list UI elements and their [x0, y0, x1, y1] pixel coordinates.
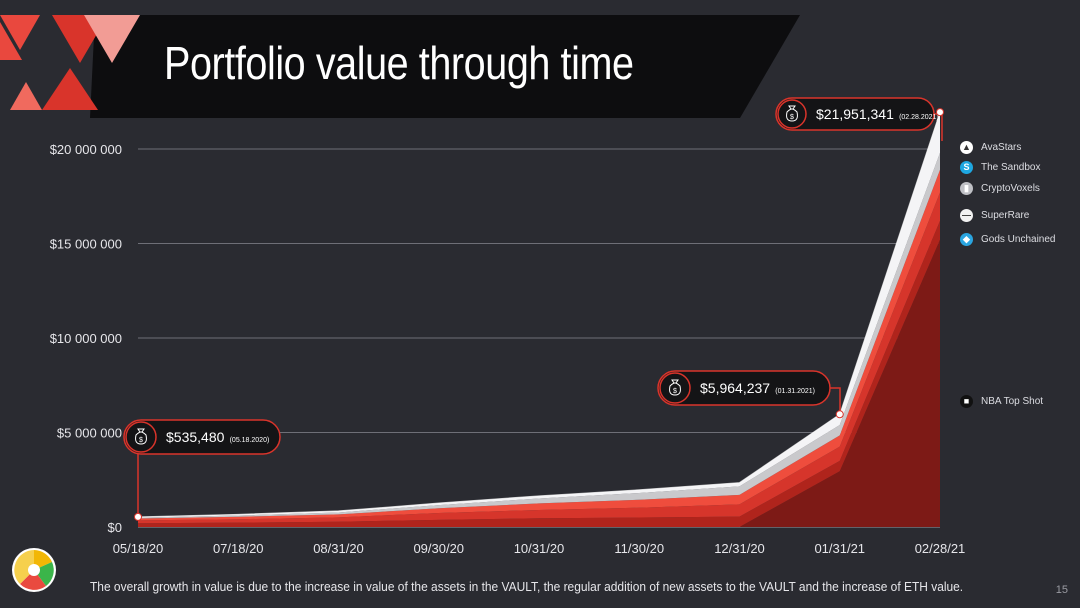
callout-box: [657, 370, 831, 406]
value-callout: $ $535,480 (05.18.2020): [123, 419, 281, 521]
money-bag-icon: $: [786, 105, 798, 122]
value-callout: $ $21,951,341 (02.28.2021): [775, 97, 944, 141]
callout-value: $5,964,237: [700, 380, 770, 396]
banner-background: [90, 15, 800, 118]
svg-text:$: $: [139, 437, 143, 444]
legend-label: NBA Top Shot: [981, 395, 1044, 407]
x-tick-label: 12/31/20: [714, 541, 765, 556]
callout-date: (02.28.2021): [899, 114, 939, 121]
x-tick-label: 01/31/21: [814, 541, 865, 556]
x-tick-label: 07/18/20: [213, 541, 264, 556]
footer-note: The overall growth in value is due to th…: [90, 579, 964, 594]
svg-text:$: $: [790, 114, 794, 121]
callout-marker: [936, 108, 944, 117]
page-title: Portfolio value through time: [164, 37, 634, 89]
x-tick-label: 08/31/20: [313, 541, 364, 556]
nba-top-shot-icon: ■: [960, 394, 973, 408]
x-tick-label: 10/31/20: [514, 541, 565, 556]
callout-icon-ring: [777, 99, 807, 129]
callout-icon-ring: [659, 372, 691, 404]
callout-value: $21,951,341: [816, 106, 894, 122]
legend-item-avastars: ▲ AvaStars: [960, 140, 1021, 154]
gods-unchained-icon: ◆: [960, 232, 973, 246]
legend-item-gods-unchained: ◆ Gods Unchained: [960, 232, 1056, 246]
corner-logo: [12, 548, 56, 592]
x-tick-label: 05/18/20: [113, 541, 164, 556]
legend-label: CryptoVoxels: [981, 182, 1040, 194]
avastars-icon: ▲: [960, 140, 973, 154]
callout-leader: [830, 387, 841, 414]
area-series-nba-top-shot: [138, 239, 940, 527]
y-tick-label: $5 000 000: [57, 426, 122, 441]
y-tick-label: $10 000 000: [50, 331, 122, 346]
y-tick-label: $15 000 000: [50, 237, 122, 252]
page-number: 15: [1055, 584, 1068, 596]
callout-icon-ring: [125, 421, 157, 453]
title-banner: [0, 15, 800, 118]
money-bag-icon: $: [135, 428, 147, 445]
logo-triangles: [0, 15, 140, 110]
legend-label: AvaStars: [981, 141, 1022, 153]
callout-date: (05.18.2020): [230, 437, 270, 444]
legend-item-nba-top-shot: ■ NBA Top Shot: [960, 394, 1043, 408]
sandbox-icon: S: [960, 160, 973, 174]
total-line: [137, 111, 941, 518]
legend-item-cryptovoxels: ▮ CryptoVoxels: [960, 181, 1040, 195]
callout-value: $535,480: [166, 429, 225, 445]
cryptovoxels-icon: ▮: [960, 181, 973, 195]
legend-label: The Sandbox: [981, 161, 1041, 173]
svg-text:$: $: [673, 388, 677, 395]
callout-marker: [835, 410, 844, 419]
callout-box: [123, 419, 281, 455]
x-tick-label: 02/28/21: [915, 541, 966, 556]
x-tick-label: 11/30/20: [614, 541, 664, 556]
value-callout: $ $5,964,237 (01.31.2021): [657, 370, 844, 419]
y-tick-label: $20 000 000: [50, 142, 122, 157]
x-tick-label: 09/30/20: [413, 541, 464, 556]
money-bag-icon: $: [669, 379, 681, 396]
callout-box: [775, 97, 935, 131]
callout-marker: [134, 512, 142, 521]
legend-item-the-sandbox: S The Sandbox: [960, 160, 1041, 174]
legend-label: SuperRare: [981, 209, 1030, 221]
legend-item-superrare: — SuperRare: [960, 208, 1029, 222]
y-tick-label: $0: [108, 520, 122, 535]
superrare-icon: —: [960, 208, 973, 222]
callout-date: (01.31.2021): [775, 388, 815, 395]
legend-label: Gods Unchained: [981, 233, 1056, 245]
